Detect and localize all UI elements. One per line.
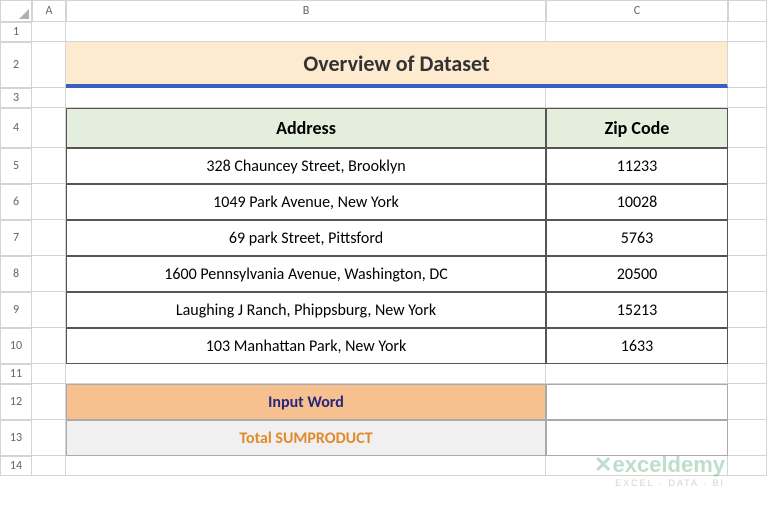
cell[interactable]: [32, 292, 66, 328]
row-header[interactable]: 9: [0, 292, 32, 328]
col-header-c[interactable]: C: [546, 0, 728, 22]
cell[interactable]: [728, 456, 767, 476]
cell[interactable]: [66, 456, 546, 476]
cell[interactable]: [728, 108, 767, 148]
cell[interactable]: [32, 328, 66, 364]
input-word-value[interactable]: [546, 384, 728, 420]
table-header-zip[interactable]: Zip Code: [546, 108, 728, 148]
cell[interactable]: [32, 88, 66, 108]
row-header[interactable]: 4: [0, 108, 32, 148]
col-header-b[interactable]: B: [66, 0, 546, 22]
cell[interactable]: [728, 42, 767, 88]
total-sumproduct-value[interactable]: [546, 420, 728, 456]
cell[interactable]: [546, 88, 728, 108]
row-header[interactable]: 13: [0, 420, 32, 456]
col-header-d[interactable]: [728, 0, 767, 22]
watermark-subtitle: EXCEL · DATA · BI: [594, 478, 725, 488]
row-header[interactable]: 3: [0, 88, 32, 108]
cell[interactable]: [32, 108, 66, 148]
cell[interactable]: [546, 22, 728, 42]
cell[interactable]: [32, 420, 66, 456]
col-header-a[interactable]: A: [32, 0, 66, 22]
row-header[interactable]: 8: [0, 256, 32, 292]
cell[interactable]: [32, 256, 66, 292]
cell[interactable]: [32, 220, 66, 256]
table-cell-zip[interactable]: 1633: [546, 328, 728, 364]
table-cell-address[interactable]: 328 Chauncey Street, Brooklyn: [66, 148, 546, 184]
row-header[interactable]: 2: [0, 42, 32, 88]
table-cell-zip[interactable]: 20500: [546, 256, 728, 292]
table-cell-zip[interactable]: 15213: [546, 292, 728, 328]
row-header[interactable]: 1: [0, 22, 32, 42]
total-sumproduct-label[interactable]: Total SUMPRODUCT: [66, 420, 546, 456]
table-cell-zip[interactable]: 11233: [546, 148, 728, 184]
input-word-label[interactable]: Input Word: [66, 384, 546, 420]
table-cell-address[interactable]: 69 park Street, Pittsford: [66, 220, 546, 256]
cell[interactable]: [546, 456, 728, 476]
cell[interactable]: [728, 148, 767, 184]
cell[interactable]: [728, 328, 767, 364]
table-cell-address[interactable]: Laughing J Ranch, Phippsburg, New York: [66, 292, 546, 328]
cell[interactable]: [728, 88, 767, 108]
cell[interactable]: [66, 364, 546, 384]
cell[interactable]: [728, 22, 767, 42]
cell[interactable]: [32, 184, 66, 220]
cell[interactable]: [32, 364, 66, 384]
table-cell-zip[interactable]: 5763: [546, 220, 728, 256]
cell[interactable]: [728, 256, 767, 292]
cell[interactable]: [32, 148, 66, 184]
cell[interactable]: [728, 220, 767, 256]
table-cell-address[interactable]: 103 Manhattan Park, New York: [66, 328, 546, 364]
cell[interactable]: [728, 184, 767, 220]
cell[interactable]: [32, 22, 66, 42]
row-header[interactable]: 5: [0, 148, 32, 184]
cell[interactable]: [66, 22, 546, 42]
select-all-corner[interactable]: [0, 0, 32, 22]
cell[interactable]: [728, 420, 767, 456]
cell[interactable]: [728, 384, 767, 420]
row-header[interactable]: 11: [0, 364, 32, 384]
cell[interactable]: [32, 384, 66, 420]
row-header[interactable]: 14: [0, 456, 32, 476]
cell[interactable]: [546, 364, 728, 384]
cell[interactable]: [728, 292, 767, 328]
cell[interactable]: [728, 364, 767, 384]
row-header[interactable]: 7: [0, 220, 32, 256]
table-header-address[interactable]: Address: [66, 108, 546, 148]
table-cell-address[interactable]: 1600 Pennsylvania Avenue, Washington, DC: [66, 256, 546, 292]
cell[interactable]: [32, 42, 66, 88]
cell[interactable]: [66, 88, 546, 108]
row-header[interactable]: 12: [0, 384, 32, 420]
title-cell[interactable]: Overview of Dataset: [66, 42, 728, 88]
row-header[interactable]: 10: [0, 328, 32, 364]
row-header[interactable]: 6: [0, 184, 32, 220]
spreadsheet-grid: A B C 1 2 3 4 5 6 7 8 9 10 11 12 13 14 O…: [0, 0, 767, 476]
table-cell-address[interactable]: 1049 Park Avenue, New York: [66, 184, 546, 220]
cell[interactable]: [32, 456, 66, 476]
table-cell-zip[interactable]: 10028: [546, 184, 728, 220]
